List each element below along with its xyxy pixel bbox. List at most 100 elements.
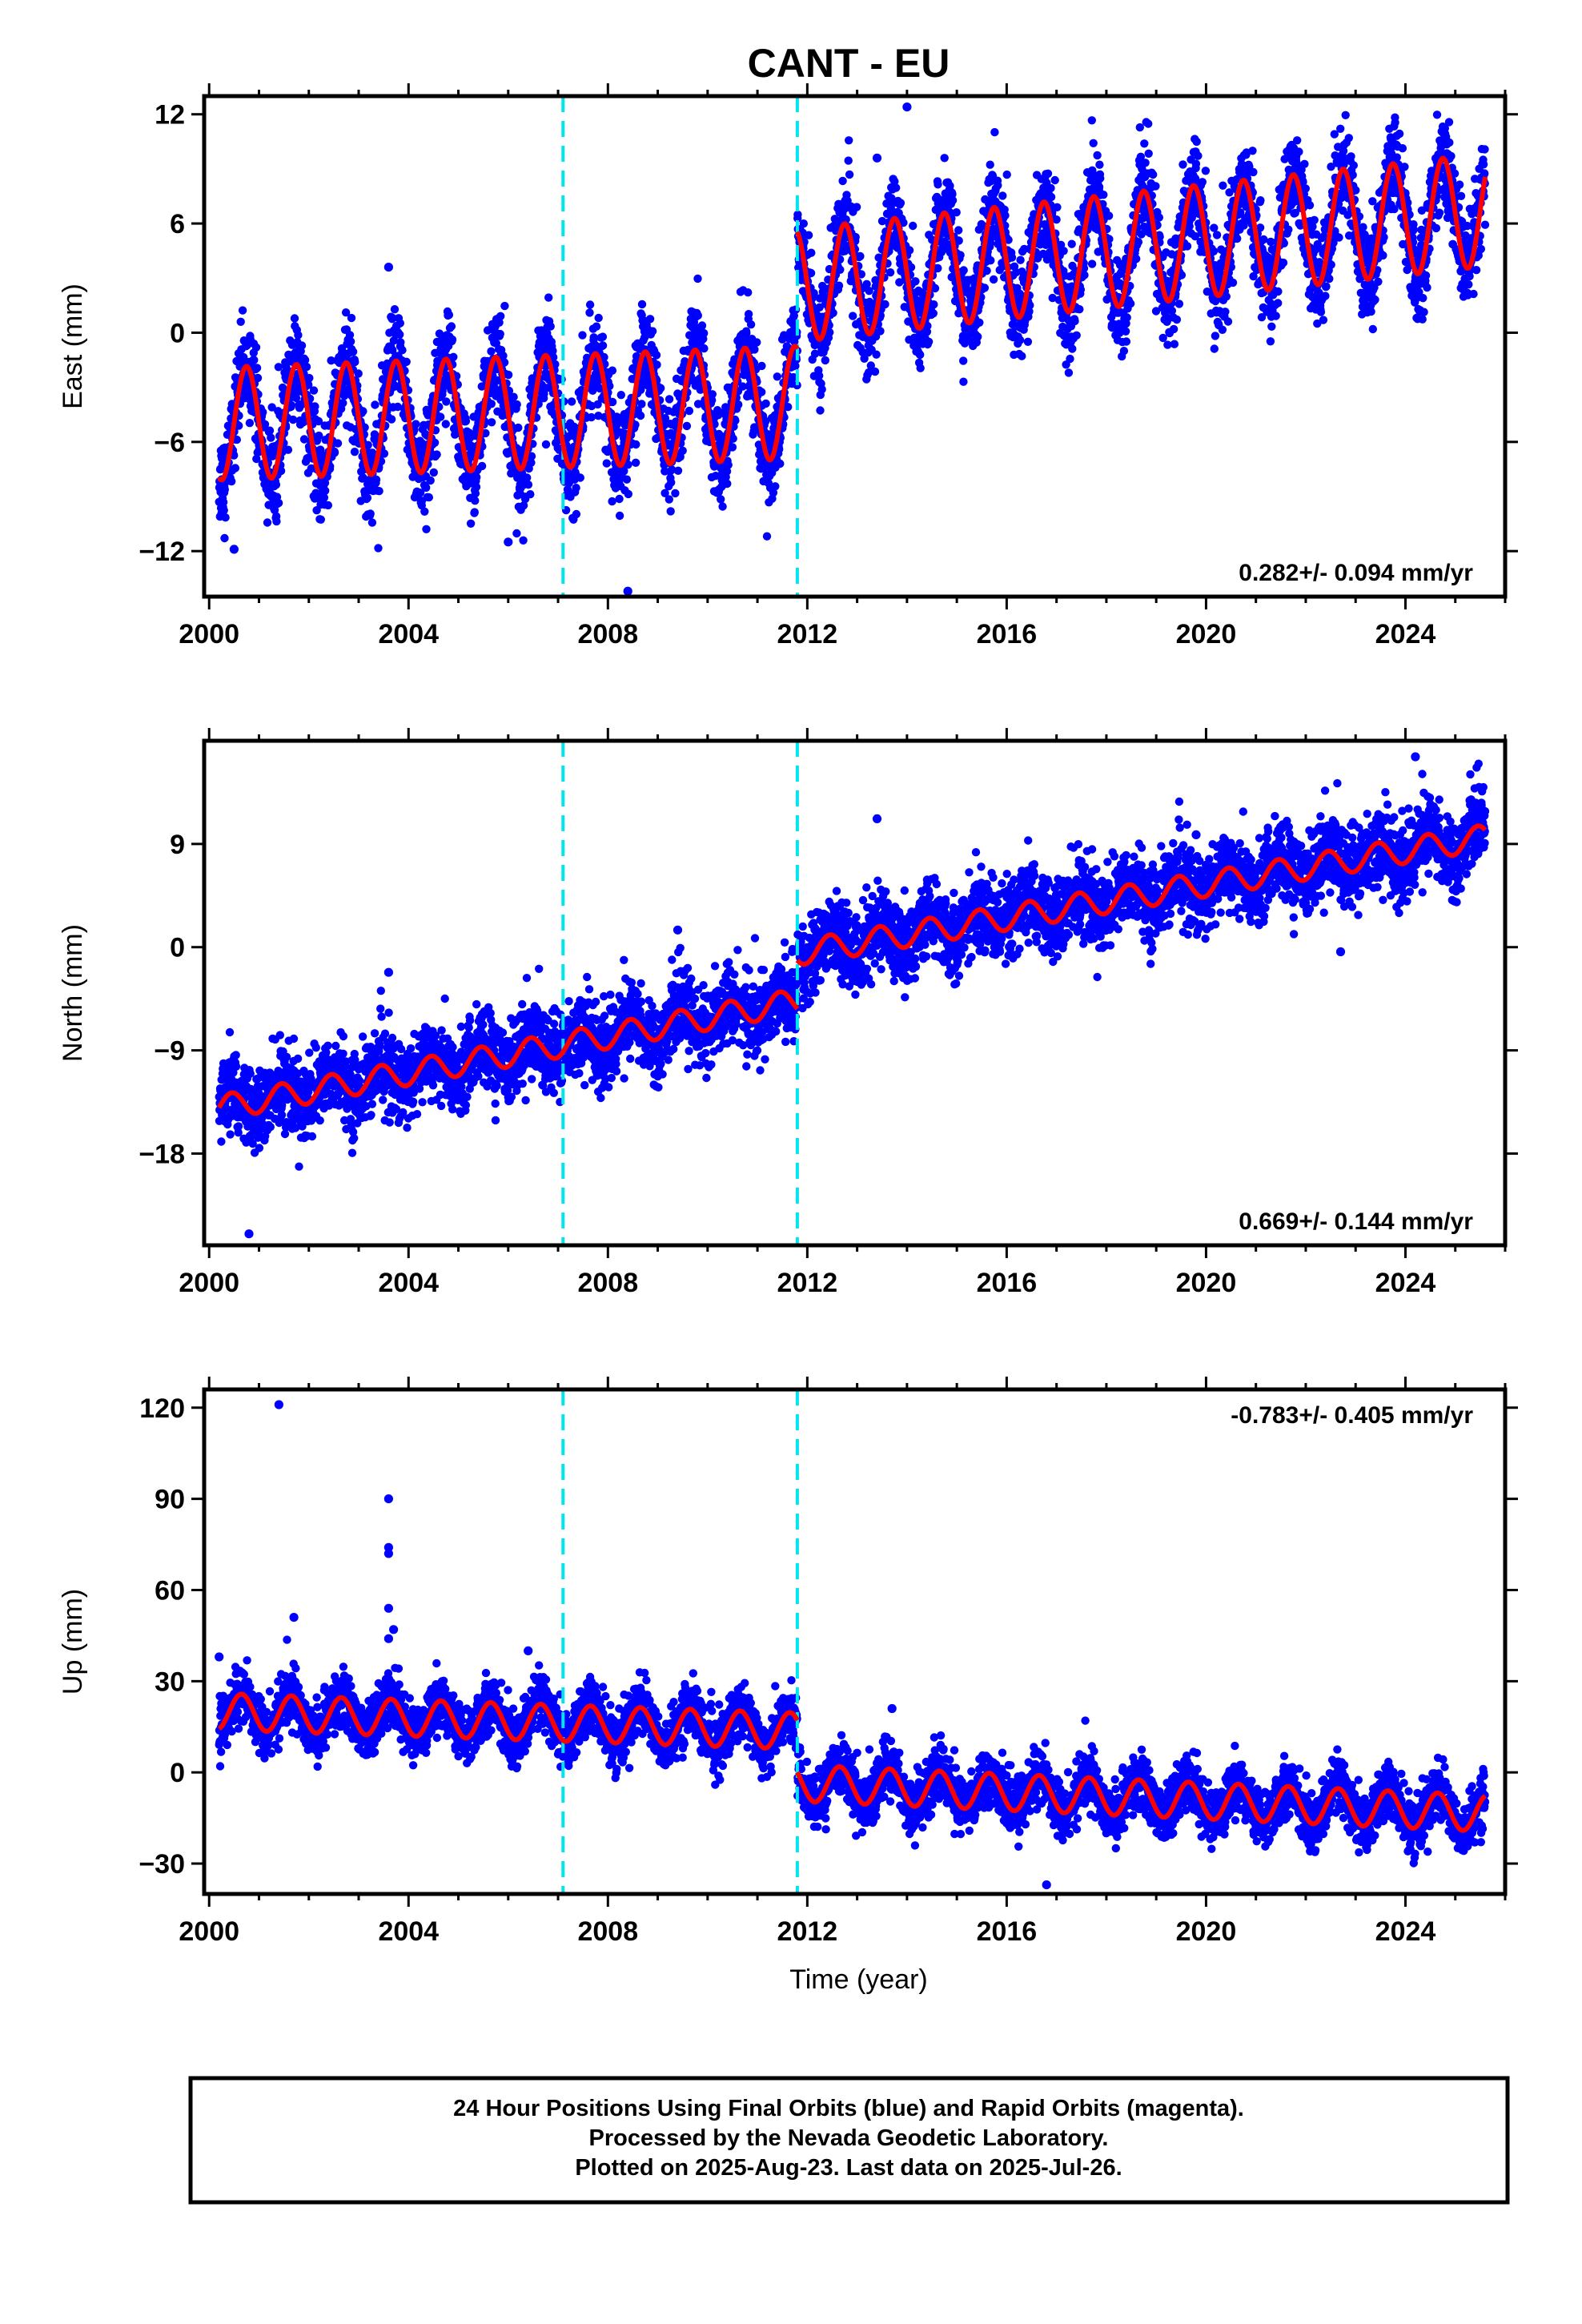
data-point: [637, 300, 647, 309]
data-point: [487, 418, 496, 427]
data-point: [665, 395, 674, 404]
data-point: [998, 191, 1007, 200]
data-point: [608, 397, 617, 407]
data-point: [1370, 283, 1379, 292]
data-point: [263, 518, 272, 527]
data-point: [527, 458, 536, 467]
data-point: [640, 333, 649, 342]
data-point: [665, 495, 673, 504]
data-point: [821, 356, 830, 365]
data-point: [461, 416, 471, 426]
data-point: [1335, 233, 1343, 242]
data-point: [1087, 116, 1097, 125]
data-point: [757, 388, 766, 396]
data-point: [1257, 313, 1267, 322]
data-point: [989, 275, 998, 284]
data-point: [916, 350, 925, 360]
data-point: [666, 507, 675, 516]
data-point: [602, 459, 611, 468]
data-point: [238, 306, 247, 315]
data-point: [608, 366, 617, 375]
data-point: [829, 308, 837, 317]
data-point: [750, 345, 759, 354]
data-point: [1158, 333, 1167, 343]
data-point: [1339, 147, 1348, 155]
data-point: [994, 181, 1002, 190]
data-point: [585, 300, 595, 309]
data-point: [589, 333, 598, 342]
data-point: [1367, 307, 1375, 316]
data-point: [636, 411, 645, 420]
data-point: [512, 529, 521, 538]
data-point: [402, 357, 411, 366]
data-point: [300, 356, 310, 364]
data-point: [252, 364, 262, 372]
data-point: [351, 357, 359, 367]
data-point: [652, 360, 661, 369]
data-point: [1094, 183, 1104, 191]
data-point: [1095, 160, 1104, 169]
data-point: [948, 196, 958, 205]
data-point: [1308, 222, 1317, 231]
data-point: [1211, 332, 1220, 340]
data-point: [315, 431, 323, 440]
data-point: [1141, 159, 1150, 167]
data-point: [864, 368, 873, 377]
data-point: [253, 373, 263, 383]
data-point: [1137, 230, 1146, 239]
data-point: [986, 160, 994, 169]
data-point: [1267, 237, 1275, 247]
data-point: [934, 263, 942, 273]
data-point: [235, 421, 243, 430]
data-point: [509, 392, 518, 401]
data-point: [885, 268, 895, 277]
data-point: [267, 403, 276, 412]
data-point: [1319, 316, 1328, 324]
data-point: [268, 452, 277, 460]
data-point: [549, 353, 558, 362]
data-point: [1371, 296, 1379, 304]
data-point: [844, 156, 853, 165]
data-point: [1066, 354, 1074, 364]
data-point: [667, 478, 676, 487]
data-point: [299, 435, 309, 444]
data-point: [856, 251, 865, 261]
data-point: [1155, 232, 1164, 241]
data-point: [911, 277, 920, 286]
data-point: [252, 454, 261, 464]
data-point: [872, 350, 881, 359]
data-point: [1274, 299, 1283, 308]
data-point: [524, 480, 533, 489]
data-point: [1191, 231, 1200, 241]
data-point: [734, 400, 743, 409]
data-point: [271, 480, 281, 489]
data-point: [1279, 258, 1288, 267]
data-point: [1151, 307, 1161, 316]
data-point: [345, 331, 355, 340]
data-point: [1018, 267, 1026, 276]
data-point: [1341, 111, 1350, 119]
data-point: [314, 416, 323, 426]
data-point: [631, 458, 640, 467]
data-point: [420, 507, 429, 516]
data-point: [1313, 319, 1322, 328]
data-point: [892, 183, 901, 192]
data-point: [769, 489, 778, 497]
data-point: [260, 420, 270, 429]
data-point: [697, 321, 707, 330]
data-point: [731, 416, 740, 425]
data-point: [1050, 175, 1059, 185]
data-point: [432, 450, 441, 459]
data-point: [1151, 182, 1160, 191]
data-point: [678, 446, 687, 455]
data-point: [1096, 174, 1105, 183]
data-point: [974, 332, 982, 341]
data-point: [1236, 208, 1245, 217]
data-point: [1359, 223, 1367, 231]
data-point: [1122, 337, 1131, 346]
data-point: [661, 414, 670, 423]
data-point: [424, 493, 433, 502]
data-point: [954, 226, 963, 235]
data-point: [1059, 247, 1068, 255]
data-point: [496, 312, 505, 320]
